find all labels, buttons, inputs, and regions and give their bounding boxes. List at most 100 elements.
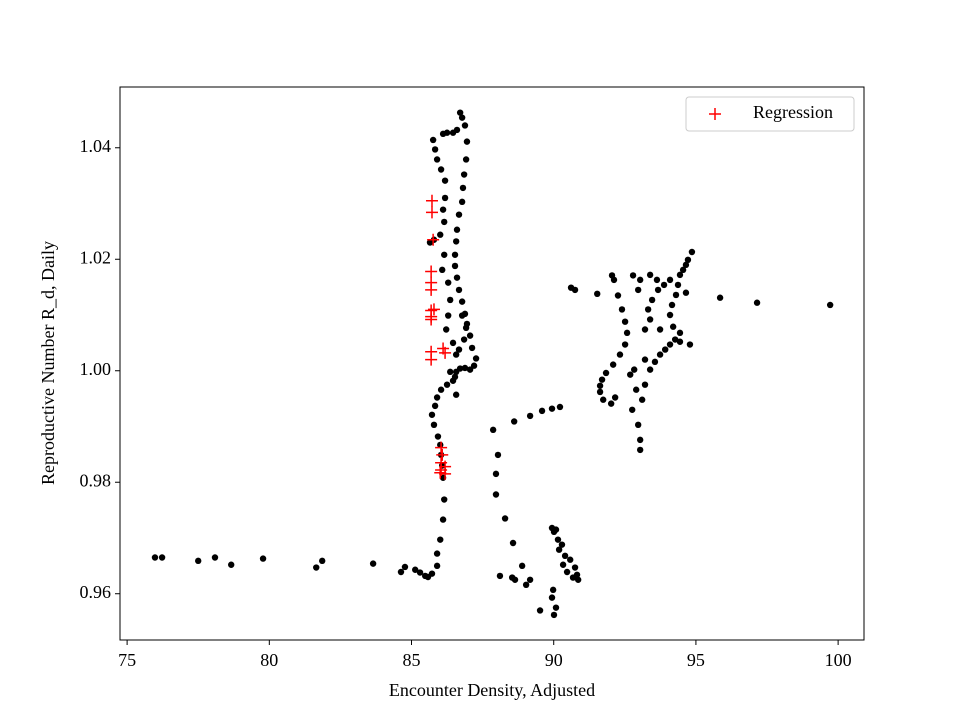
point xyxy=(313,564,320,571)
point xyxy=(571,564,579,571)
point xyxy=(437,386,445,393)
point xyxy=(211,554,219,561)
point xyxy=(445,312,452,319)
point xyxy=(434,466,447,479)
point xyxy=(461,122,469,129)
point xyxy=(567,556,574,563)
point xyxy=(561,552,569,560)
point xyxy=(437,231,444,238)
point xyxy=(682,289,690,296)
point xyxy=(671,336,679,343)
series xyxy=(425,194,452,480)
point xyxy=(443,326,450,333)
y-axis-label: Reproductive Number R_d, Daily xyxy=(38,241,58,485)
point xyxy=(466,332,474,339)
point xyxy=(425,194,438,207)
point xyxy=(455,286,463,294)
point xyxy=(629,272,637,279)
point xyxy=(648,296,656,304)
point xyxy=(651,358,659,366)
point xyxy=(439,130,447,138)
point xyxy=(425,353,438,366)
point xyxy=(526,412,534,420)
point xyxy=(397,568,405,576)
point xyxy=(441,177,449,184)
point xyxy=(621,341,629,348)
point xyxy=(445,279,452,286)
y-tick-label: 1.04 xyxy=(80,136,112,156)
y-tick-label: 1.00 xyxy=(80,359,112,379)
point xyxy=(441,218,448,226)
point xyxy=(433,550,441,557)
point xyxy=(427,303,440,316)
point xyxy=(668,301,676,309)
x-tick-label: 90 xyxy=(545,650,563,670)
point xyxy=(674,281,682,289)
x-tick-label: 85 xyxy=(403,650,421,670)
point xyxy=(452,351,460,358)
y-tick-label: 0.98 xyxy=(80,470,112,490)
point xyxy=(688,248,696,256)
point xyxy=(451,373,459,381)
point xyxy=(494,451,502,459)
point xyxy=(458,298,466,305)
point xyxy=(259,555,267,562)
point xyxy=(631,366,638,373)
point xyxy=(641,381,649,388)
point xyxy=(472,355,480,362)
point xyxy=(462,324,470,332)
point xyxy=(425,283,438,296)
point xyxy=(550,611,558,619)
point xyxy=(636,276,644,284)
point xyxy=(666,276,674,284)
point xyxy=(610,276,618,284)
point xyxy=(434,433,442,440)
point xyxy=(437,166,445,173)
point xyxy=(600,396,607,403)
point xyxy=(428,411,436,418)
point xyxy=(446,368,454,376)
point xyxy=(401,563,409,571)
point xyxy=(496,572,504,580)
point xyxy=(607,400,615,407)
y-tick-label: 0.96 xyxy=(80,582,112,602)
point xyxy=(446,296,454,304)
point xyxy=(594,290,601,298)
point xyxy=(634,286,642,294)
point xyxy=(439,467,452,480)
point xyxy=(662,346,669,353)
point xyxy=(441,194,449,202)
point xyxy=(428,570,436,577)
point xyxy=(426,239,434,246)
point xyxy=(548,405,556,412)
point xyxy=(425,313,438,326)
point xyxy=(666,311,674,319)
point xyxy=(632,386,640,393)
x-tick-label: 80 xyxy=(260,650,278,670)
point xyxy=(686,341,694,348)
y-tick-label: 1.02 xyxy=(80,247,112,267)
point xyxy=(641,356,649,363)
legend-box xyxy=(685,96,855,132)
point xyxy=(522,581,530,589)
point xyxy=(463,138,471,145)
point xyxy=(602,369,610,377)
point xyxy=(656,351,664,358)
point xyxy=(596,388,604,396)
point xyxy=(636,436,644,444)
x-axis-label: Encounter Density, Adjusted xyxy=(389,680,595,700)
point xyxy=(433,562,441,570)
point xyxy=(571,286,579,294)
point xyxy=(451,251,459,258)
point xyxy=(510,418,518,425)
point xyxy=(492,491,500,498)
legend-label: Regression xyxy=(753,102,833,122)
point xyxy=(228,561,235,568)
x-tick-label: 75 xyxy=(118,650,136,670)
point xyxy=(452,238,460,245)
point xyxy=(458,114,466,121)
point xyxy=(614,292,622,299)
point xyxy=(682,261,690,269)
point xyxy=(425,265,438,278)
point xyxy=(536,607,544,614)
